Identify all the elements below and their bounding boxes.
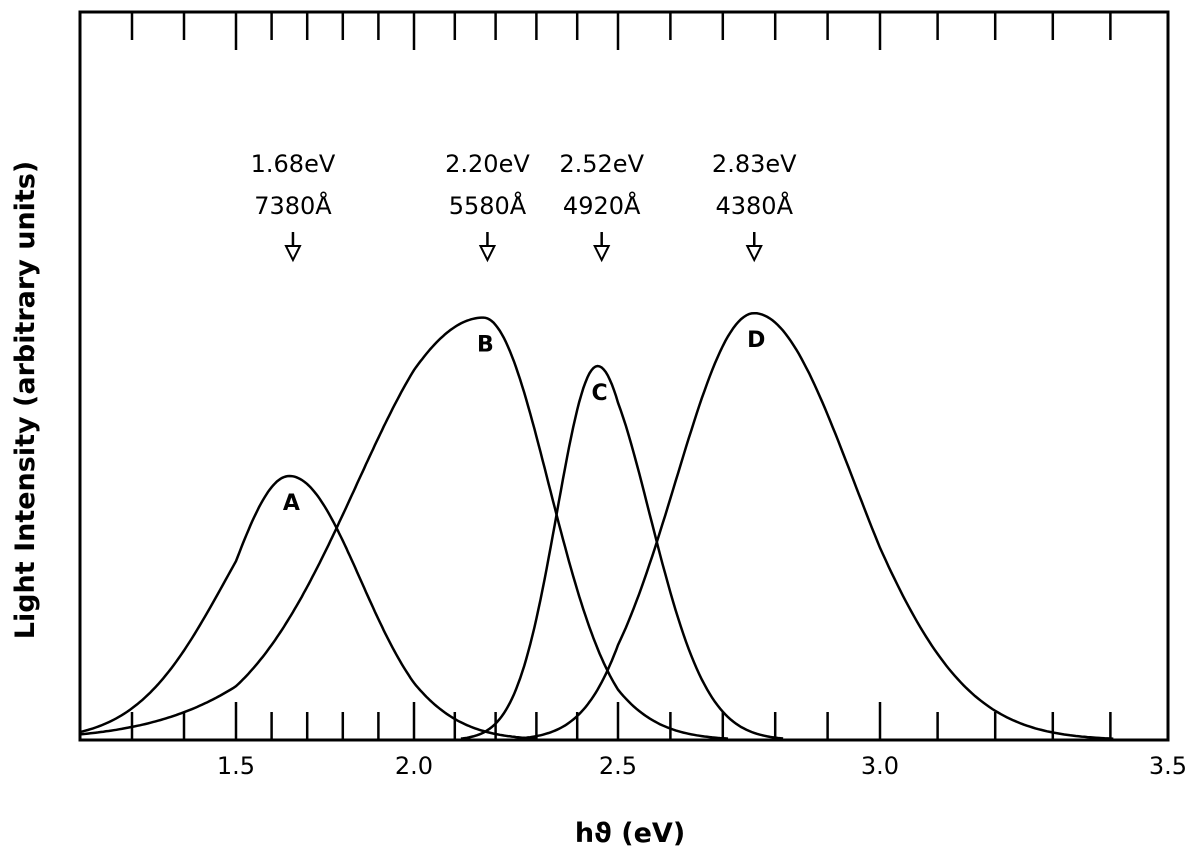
curve-D bbox=[517, 311, 1114, 740]
y-axis-label: Light Intensity (arbitrary units) bbox=[10, 161, 41, 640]
x-tick-label: 3.0 bbox=[861, 752, 899, 780]
plot-frame bbox=[78, 10, 1170, 742]
curve-A bbox=[79, 474, 537, 740]
annotation-energy: 1.68eV bbox=[251, 150, 336, 178]
annotation-energy: 2.52eV bbox=[559, 150, 644, 178]
annotation-wavelength: 4920Å bbox=[563, 191, 641, 220]
curves: A B C D bbox=[79, 311, 1114, 740]
annotation-energy: 2.83eV bbox=[712, 150, 797, 178]
x-ticks: 1.5 2.0 2.5 3.0 3.5 bbox=[130, 12, 1187, 780]
x-tick-label: 2.5 bbox=[599, 752, 637, 780]
curve-label-C: C bbox=[592, 381, 608, 406]
annotation-wavelength: 7380Å bbox=[254, 191, 332, 220]
plot-border bbox=[78, 10, 1170, 742]
annotation-energy: 2.20eV bbox=[445, 150, 530, 178]
curve-B bbox=[79, 316, 729, 740]
annotation-wavelength: 4380Å bbox=[715, 191, 793, 220]
x-tick-label: 2.0 bbox=[395, 752, 433, 780]
x-tick-label: 1.5 bbox=[217, 752, 255, 780]
arrow-head bbox=[478, 245, 497, 263]
x-axis-label: hϑ (eV) bbox=[575, 818, 685, 849]
arrow-head bbox=[284, 245, 302, 263]
annotations: 1.68eV 7380Å 2.20eV 5580Å 2.52eV 4920Å 2.83eV 4… bbox=[251, 150, 797, 263]
curve-label-D: D bbox=[747, 328, 765, 353]
arrow-head bbox=[745, 245, 763, 263]
curve-C bbox=[460, 364, 784, 740]
curve-label-A: A bbox=[283, 491, 300, 516]
curve-label-B: B bbox=[477, 333, 494, 358]
x-tick-label: 3.5 bbox=[1149, 752, 1187, 780]
arrow-head bbox=[593, 245, 611, 263]
annotation-wavelength: 5580Å bbox=[449, 191, 527, 220]
